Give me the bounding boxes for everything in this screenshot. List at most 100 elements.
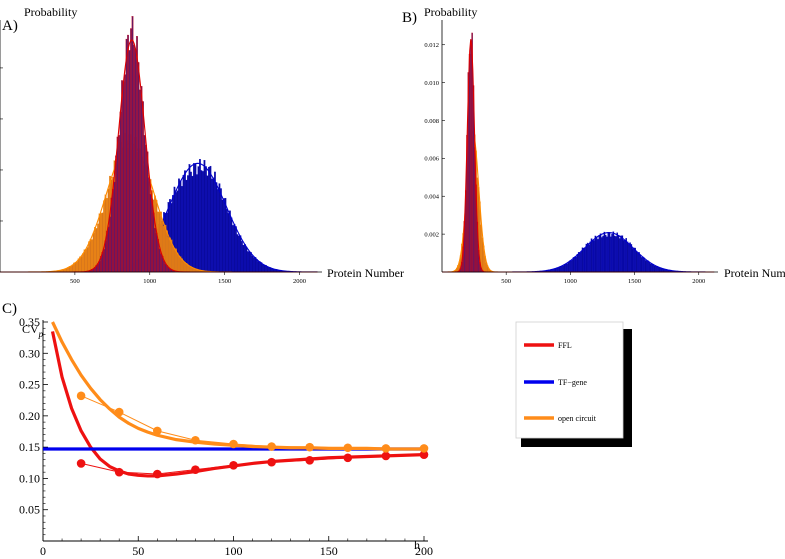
histogram-bar: [113, 181, 116, 273]
data-point: [191, 465, 200, 474]
histogram-bar: [112, 189, 114, 273]
data-point: [381, 444, 391, 453]
panel-c-ylabel-main: CV: [22, 322, 39, 336]
histogram-bar: [598, 235, 601, 273]
histogram-bar: [143, 135, 146, 273]
histogram-bar: [140, 86, 143, 273]
histogram-bar: [197, 166, 200, 273]
histogram-bar: [586, 242, 589, 273]
histogram-bar: [263, 264, 266, 273]
histogram-bar: [621, 235, 624, 273]
histogram-bar: [215, 182, 218, 273]
histogram-bar: [640, 257, 643, 273]
histogram-bar: [218, 183, 221, 273]
histogram-bar: [583, 247, 585, 273]
y-tick-label: 0.10: [19, 471, 40, 485]
series-points-line-ffl: [80, 454, 425, 475]
histogram-bar: [593, 240, 595, 273]
legend-shadow-bottom: [521, 438, 632, 447]
panel-c-label: C): [2, 301, 17, 317]
y-tick-label: 0.012: [424, 42, 439, 49]
histogram-bar: [657, 267, 660, 273]
histogram-bar: [620, 235, 622, 273]
y-tick-label: 0.05: [19, 503, 40, 517]
histogram-bar: [249, 252, 252, 273]
panel-b-label: B): [402, 10, 417, 26]
y-tick-label: 0.006: [424, 156, 439, 163]
histogram-bar: [206, 175, 209, 273]
histogram-bar: [227, 213, 230, 273]
histogram-bar: [98, 261, 101, 273]
series-curve-open-circuit: [51, 321, 424, 451]
histogram-bar: [188, 266, 191, 273]
histogram-bar: [255, 259, 258, 273]
histogram-bar: [136, 36, 138, 273]
histogram-bar: [88, 241, 90, 273]
series-points-line-open-circuit: [80, 395, 424, 449]
histogram-bar: [91, 239, 93, 273]
x-tick-label: 200: [415, 544, 433, 558]
histogram-bar: [152, 212, 155, 273]
data-point: [419, 444, 429, 453]
x-tick-label: 2000: [293, 278, 306, 285]
histogram-bar: [634, 247, 636, 273]
histogram-bar: [245, 246, 248, 273]
histogram-bar: [601, 237, 603, 273]
panel-c-ylabel: CVp: [22, 322, 44, 339]
histogram-bar: [160, 253, 162, 273]
data-point: [381, 451, 391, 461]
data-point: [343, 453, 353, 463]
histogram-bar: [190, 171, 192, 273]
histogram-bar: [200, 170, 203, 273]
histogram-bar: [563, 264, 566, 273]
legend: FFL TF−gene open circuit: [515, 321, 632, 447]
histogram-bar: [648, 262, 651, 273]
histogram-bar: [109, 216, 111, 273]
histogram-bar: [187, 264, 189, 273]
histogram-bar: [226, 208, 228, 273]
histogram-bar: [629, 242, 631, 273]
y-tick-label: 0.004: [424, 194, 439, 201]
panel-a-label: A): [2, 18, 18, 34]
histogram-bar: [649, 263, 652, 273]
histogram-bar: [653, 265, 656, 273]
histogram-bar: [588, 244, 590, 273]
histogram-bar: [584, 247, 586, 273]
histogram-bar: [230, 217, 233, 273]
histogram-bar: [246, 251, 249, 273]
histogram-bar: [185, 179, 188, 273]
histogram-bar: [115, 155, 117, 273]
histogram-bar: [652, 264, 654, 273]
histogram-bar: [182, 175, 185, 273]
data-point: [267, 457, 276, 467]
histogram-bar: [187, 175, 189, 273]
histogram-bar: [616, 232, 618, 273]
histogram-bar: [70, 265, 73, 273]
histogram-bar: [635, 251, 638, 273]
histogram-bar: [261, 264, 264, 273]
histogram-bar: [647, 260, 649, 273]
histogram-bar: [257, 261, 260, 273]
histogram-bar: [558, 267, 561, 273]
histogram-bar: [628, 244, 630, 273]
histogram-bar: [125, 38, 128, 273]
histogram-bar: [644, 260, 647, 273]
histogram-bar: [235, 226, 237, 273]
histogram-bar: [211, 178, 213, 273]
legend-label: FFL: [558, 341, 572, 350]
histogram-bar: [572, 257, 575, 273]
histogram-bar: [602, 235, 604, 273]
histogram-bar: [131, 16, 134, 273]
data-point: [76, 391, 86, 401]
panel-b-series-open-circuit: [442, 129, 715, 273]
histogram-bar: [579, 252, 581, 273]
data-point: [114, 407, 124, 417]
data-point: [343, 443, 353, 453]
histogram-bar: [146, 151, 149, 273]
histogram-bar: [178, 256, 180, 273]
histogram-bar: [133, 44, 135, 273]
histogram-bar: [217, 189, 219, 273]
histogram-bar: [94, 227, 96, 273]
x-tick-label: 2000: [692, 278, 705, 285]
histogram-bar: [173, 248, 176, 273]
